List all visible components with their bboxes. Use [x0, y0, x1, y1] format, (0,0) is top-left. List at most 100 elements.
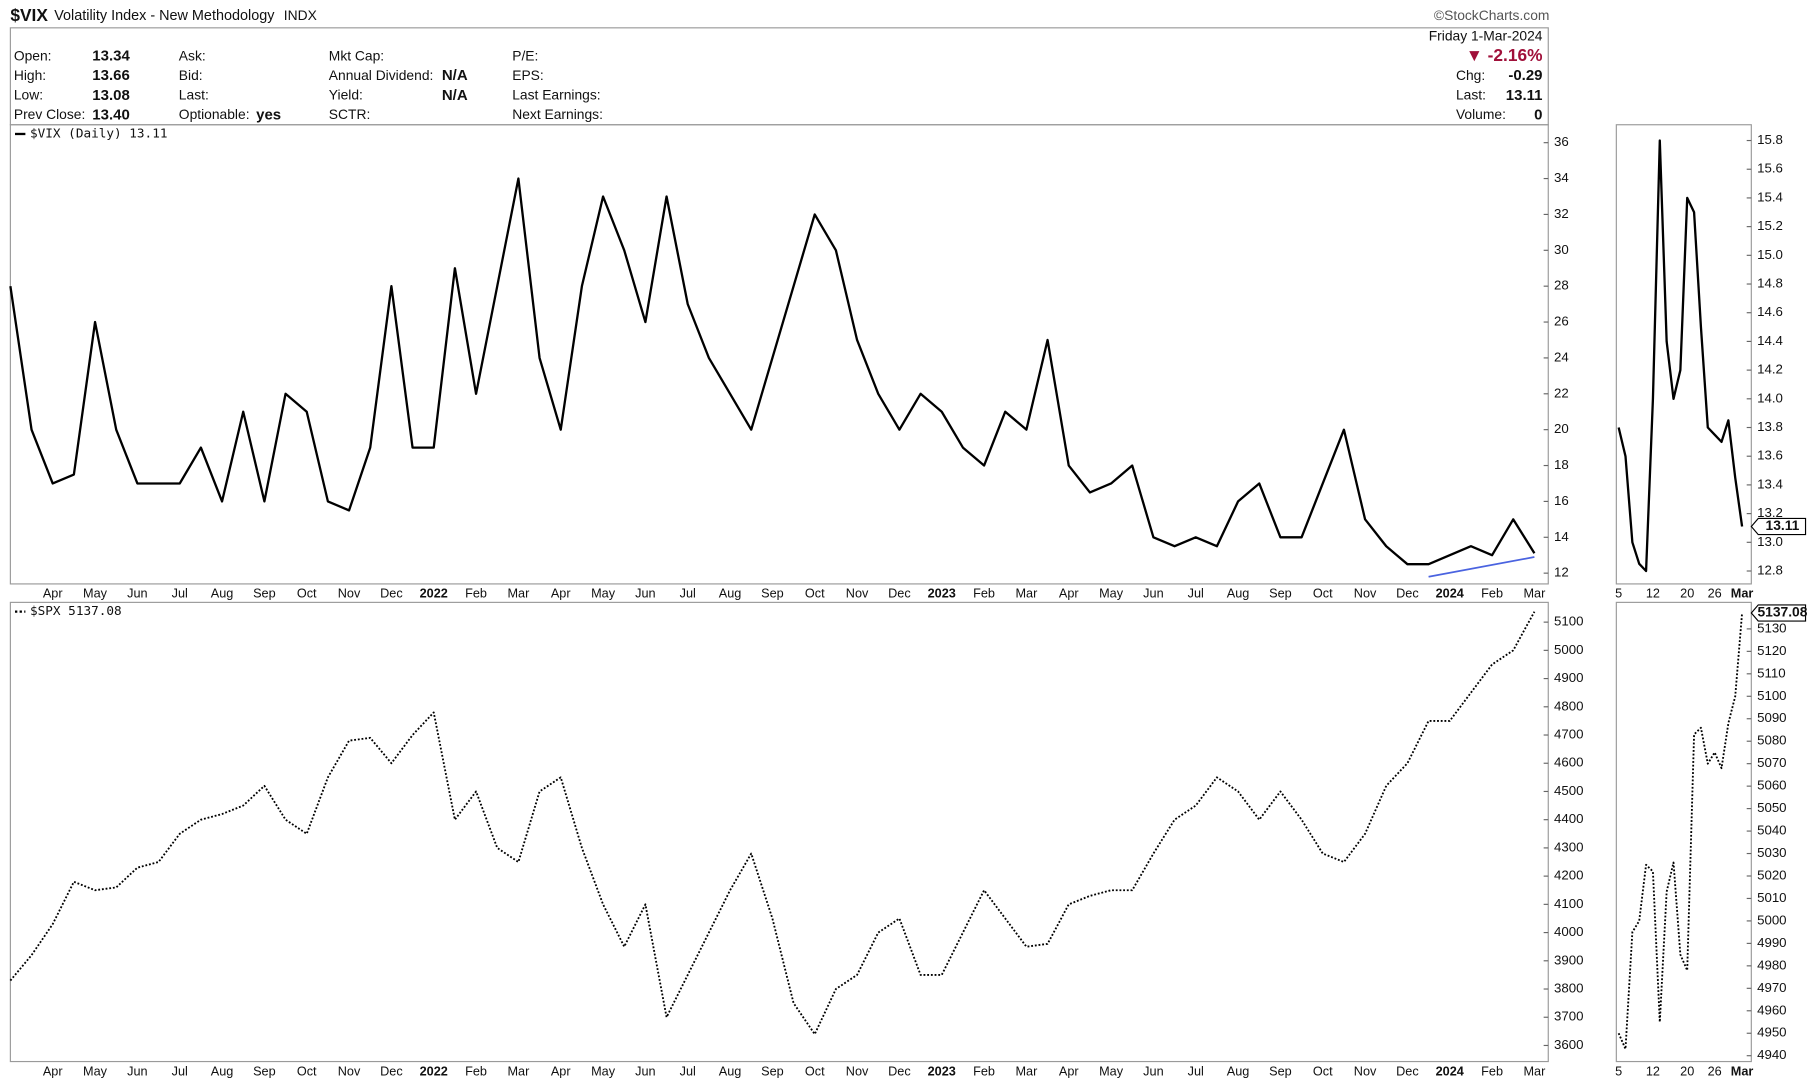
y-tick-label: 3700	[1554, 1009, 1583, 1024]
x-tick-label: Feb	[973, 1064, 995, 1078]
quote-date: Friday 1-Mar-2024	[1429, 28, 1543, 44]
y-tick-label: 13.6	[1757, 448, 1783, 463]
y-tick-label: 4600	[1554, 755, 1583, 770]
plot-frame	[9, 601, 1549, 1063]
x-tick-label: Apr	[43, 587, 64, 601]
x-tick-label: Mar	[1015, 1064, 1038, 1078]
x-tick-label: Jul	[172, 1064, 188, 1078]
y-tick-label: 5130	[1757, 620, 1786, 635]
x-tick-label: Apr	[1059, 1064, 1080, 1078]
series-line	[1617, 612, 1744, 1050]
y-tick-label: 3600	[1554, 1037, 1583, 1052]
y-tick-label: 5010	[1757, 890, 1786, 905]
y-tick-label: 4100	[1554, 896, 1583, 911]
x-tick-label: Aug	[211, 1064, 234, 1078]
x-tick-label: Jun	[127, 1064, 147, 1078]
field-label: P/E:	[512, 47, 538, 63]
y-tick-label: 5000	[1554, 642, 1583, 657]
x-tick-label: Mar	[1731, 1064, 1754, 1078]
y-tick-label: 14.0	[1757, 390, 1783, 405]
x-tick-label: Sep	[1269, 1064, 1292, 1078]
x-tick-label: Oct	[1313, 587, 1333, 601]
field-value: 13.40	[92, 106, 130, 123]
x-tick-label: Sep	[253, 1064, 276, 1078]
y-tick-label: 26	[1554, 314, 1569, 329]
x-tick-label: 2022	[420, 1064, 448, 1078]
series-line	[9, 177, 1536, 566]
y-tick-label: 15.2	[1757, 218, 1783, 233]
y-tick-label: 5060	[1757, 778, 1786, 793]
y-tick-label: 14	[1554, 529, 1569, 544]
x-tick-label: May	[591, 587, 616, 601]
field-value: 13.66	[92, 67, 130, 84]
x-tick-label: Sep	[253, 587, 276, 601]
x-tick-label: 20	[1680, 587, 1694, 601]
legend-label: $SPX 5137.08	[30, 603, 122, 618]
y-tick-label: 12.8	[1757, 563, 1783, 578]
field-value: N/A	[442, 67, 468, 84]
x-tick-label: Dec	[888, 1064, 911, 1078]
x-tick-label: Feb	[1481, 1064, 1503, 1078]
y-tick-label: 4970	[1757, 980, 1786, 995]
x-tick-label: Jul	[680, 587, 696, 601]
x-tick-label: Jun	[635, 587, 655, 601]
field-label: Chg:	[1456, 67, 1485, 83]
x-tick-label: 2022	[420, 587, 448, 601]
x-tick-label: Dec	[1396, 1064, 1419, 1078]
x-tick-label: Aug	[719, 587, 742, 601]
field-value: 13.08	[92, 87, 130, 104]
y-tick-label: 5080	[1757, 733, 1786, 748]
last-value-label: 13.11	[1766, 517, 1800, 533]
x-tick-label: Oct	[805, 1064, 825, 1078]
field-value: N/A	[442, 87, 468, 104]
y-tick-label: 13.4	[1757, 476, 1783, 491]
x-tick-label: Aug	[719, 1064, 742, 1078]
y-tick-label: 34	[1554, 170, 1569, 185]
x-tick-label: 20	[1680, 1064, 1694, 1078]
field-label: Open:	[14, 47, 52, 63]
x-tick-label: Nov	[1354, 587, 1377, 601]
y-tick-label: 15.6	[1757, 161, 1783, 176]
last-value-box	[1750, 604, 1807, 622]
source: ©StockCharts.com	[1434, 7, 1549, 23]
symbol: $VIX	[10, 5, 48, 25]
x-tick-label: Jul	[1188, 1064, 1204, 1078]
field-label: Last:	[179, 87, 209, 103]
change-pct: ▼ -2.16%	[1466, 45, 1543, 65]
y-tick-label: 15.0	[1757, 247, 1783, 262]
field-label: Next Earnings:	[512, 106, 603, 122]
x-tick-label: Nov	[846, 587, 869, 601]
x-tick-label: 5	[1615, 1064, 1622, 1078]
x-tick-label: Oct	[297, 1064, 317, 1078]
x-tick-label: Feb	[973, 587, 995, 601]
series-line	[1617, 139, 1744, 573]
series-line	[9, 611, 1536, 1036]
y-tick-label: 5100	[1757, 688, 1786, 703]
x-tick-label: May	[83, 587, 108, 601]
field-label: SCTR:	[329, 106, 371, 122]
last-value-box	[1750, 517, 1807, 536]
y-tick-label: 22	[1554, 385, 1569, 400]
x-tick-label: Dec	[1396, 587, 1419, 601]
y-tick-label: 5110	[1757, 665, 1786, 680]
x-tick-label: Dec	[888, 587, 911, 601]
y-tick-label: 5120	[1757, 643, 1786, 658]
y-tick-label: 4400	[1554, 811, 1583, 826]
x-tick-label: Apr	[551, 1064, 572, 1078]
x-tick-label: Nov	[1354, 1064, 1377, 1078]
y-tick-label: 4900	[1554, 670, 1583, 685]
x-tick-label: May	[591, 1064, 616, 1078]
x-tick-label: 12	[1646, 587, 1660, 601]
y-tick-label: 4200	[1554, 868, 1583, 883]
x-tick-label: Mar	[507, 1064, 530, 1078]
field-label: Yield:	[329, 87, 363, 103]
field-label: Last Earnings:	[512, 87, 600, 103]
y-tick-label: 16	[1554, 493, 1569, 508]
plot-frame	[1615, 601, 1752, 1063]
y-tick-label: 5050	[1757, 800, 1786, 815]
x-tick-label: Feb	[465, 1064, 487, 1078]
x-tick-label: Nov	[846, 1064, 869, 1078]
symbol-name: Volatility Index - New Methodology	[54, 8, 275, 24]
x-tick-label: Jun	[127, 587, 147, 601]
y-tick-label: 32	[1554, 206, 1569, 221]
